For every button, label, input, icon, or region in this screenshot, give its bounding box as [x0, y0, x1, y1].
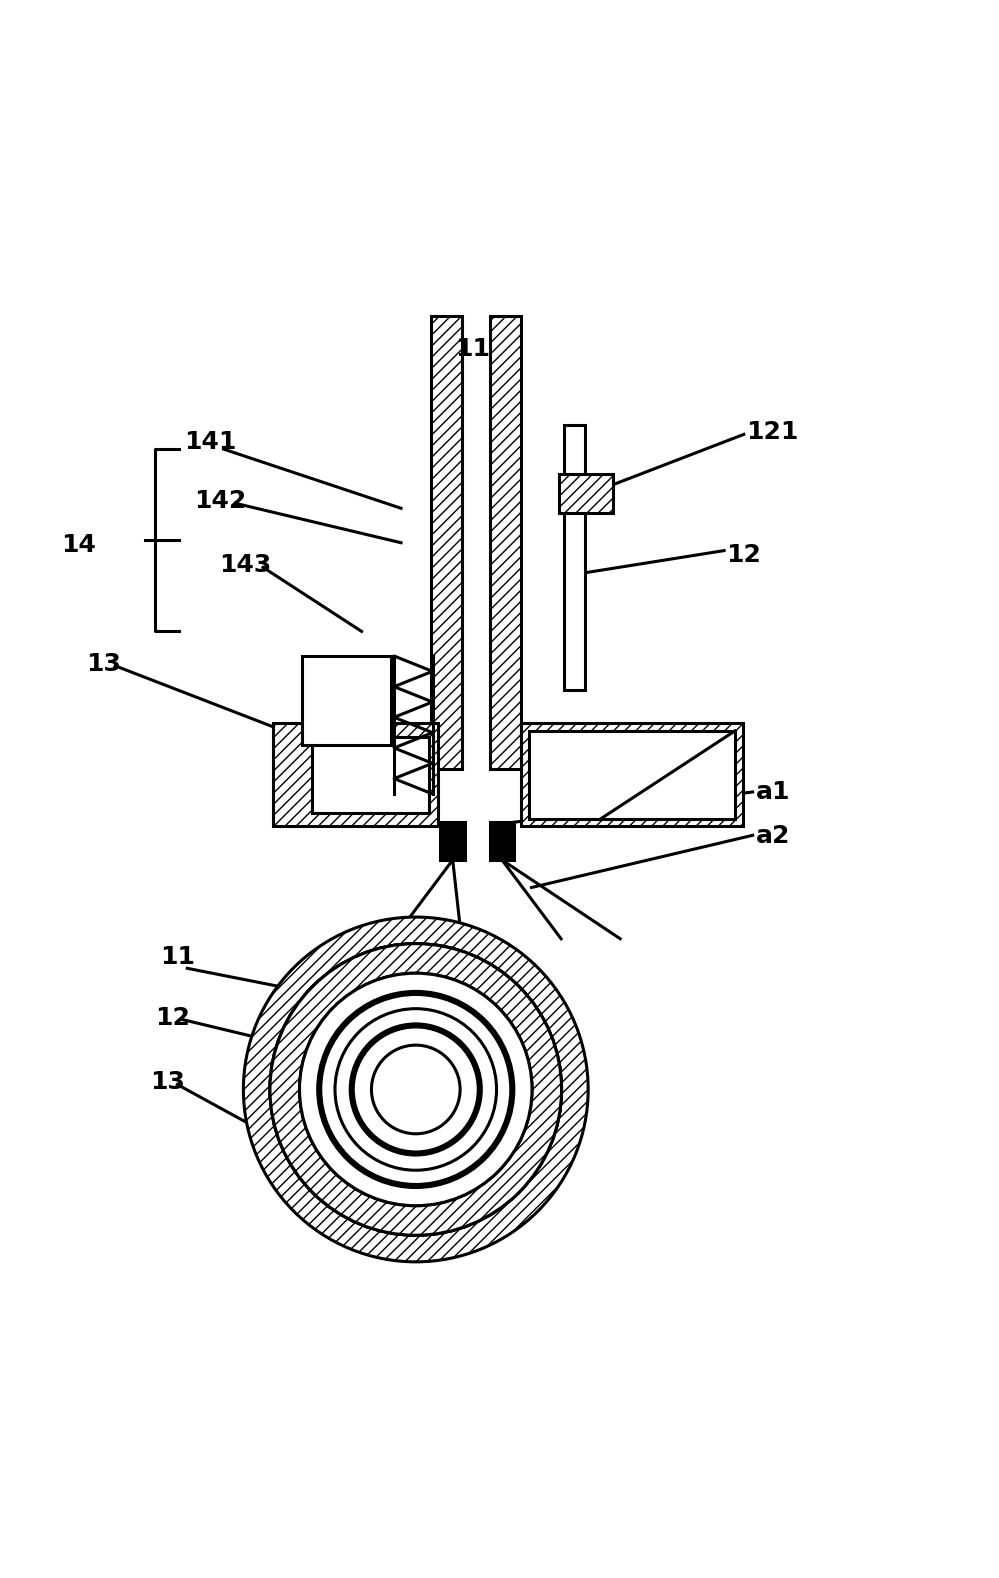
Text: 11: 11: [160, 945, 195, 969]
Text: 143: 143: [219, 554, 271, 578]
Text: a1: a1: [755, 780, 790, 803]
Bar: [558, 473, 612, 513]
Bar: [529, 731, 735, 819]
Text: 14: 14: [61, 533, 96, 557]
Text: 142: 142: [194, 489, 247, 513]
Circle shape: [270, 944, 561, 1236]
Circle shape: [244, 917, 588, 1262]
Bar: [563, 424, 585, 691]
Text: 11: 11: [456, 336, 491, 360]
Text: 141: 141: [184, 431, 237, 454]
Bar: [490, 316, 521, 770]
Circle shape: [300, 974, 532, 1206]
Text: a2: a2: [755, 824, 790, 849]
Circle shape: [335, 1008, 497, 1171]
Text: 13: 13: [150, 1070, 185, 1095]
Text: 12: 12: [155, 1007, 190, 1030]
Circle shape: [270, 944, 561, 1236]
Bar: [273, 723, 439, 827]
Text: 12: 12: [726, 543, 761, 568]
Circle shape: [372, 1045, 461, 1133]
Text: 121: 121: [746, 420, 798, 445]
Circle shape: [270, 944, 561, 1236]
Bar: [441, 822, 465, 860]
Bar: [303, 656, 392, 745]
Bar: [521, 723, 743, 827]
Bar: [313, 737, 429, 813]
Text: 13: 13: [86, 652, 121, 675]
Circle shape: [300, 974, 532, 1206]
Bar: [431, 316, 463, 770]
Circle shape: [320, 993, 512, 1187]
Bar: [490, 822, 514, 860]
Circle shape: [352, 1026, 480, 1154]
